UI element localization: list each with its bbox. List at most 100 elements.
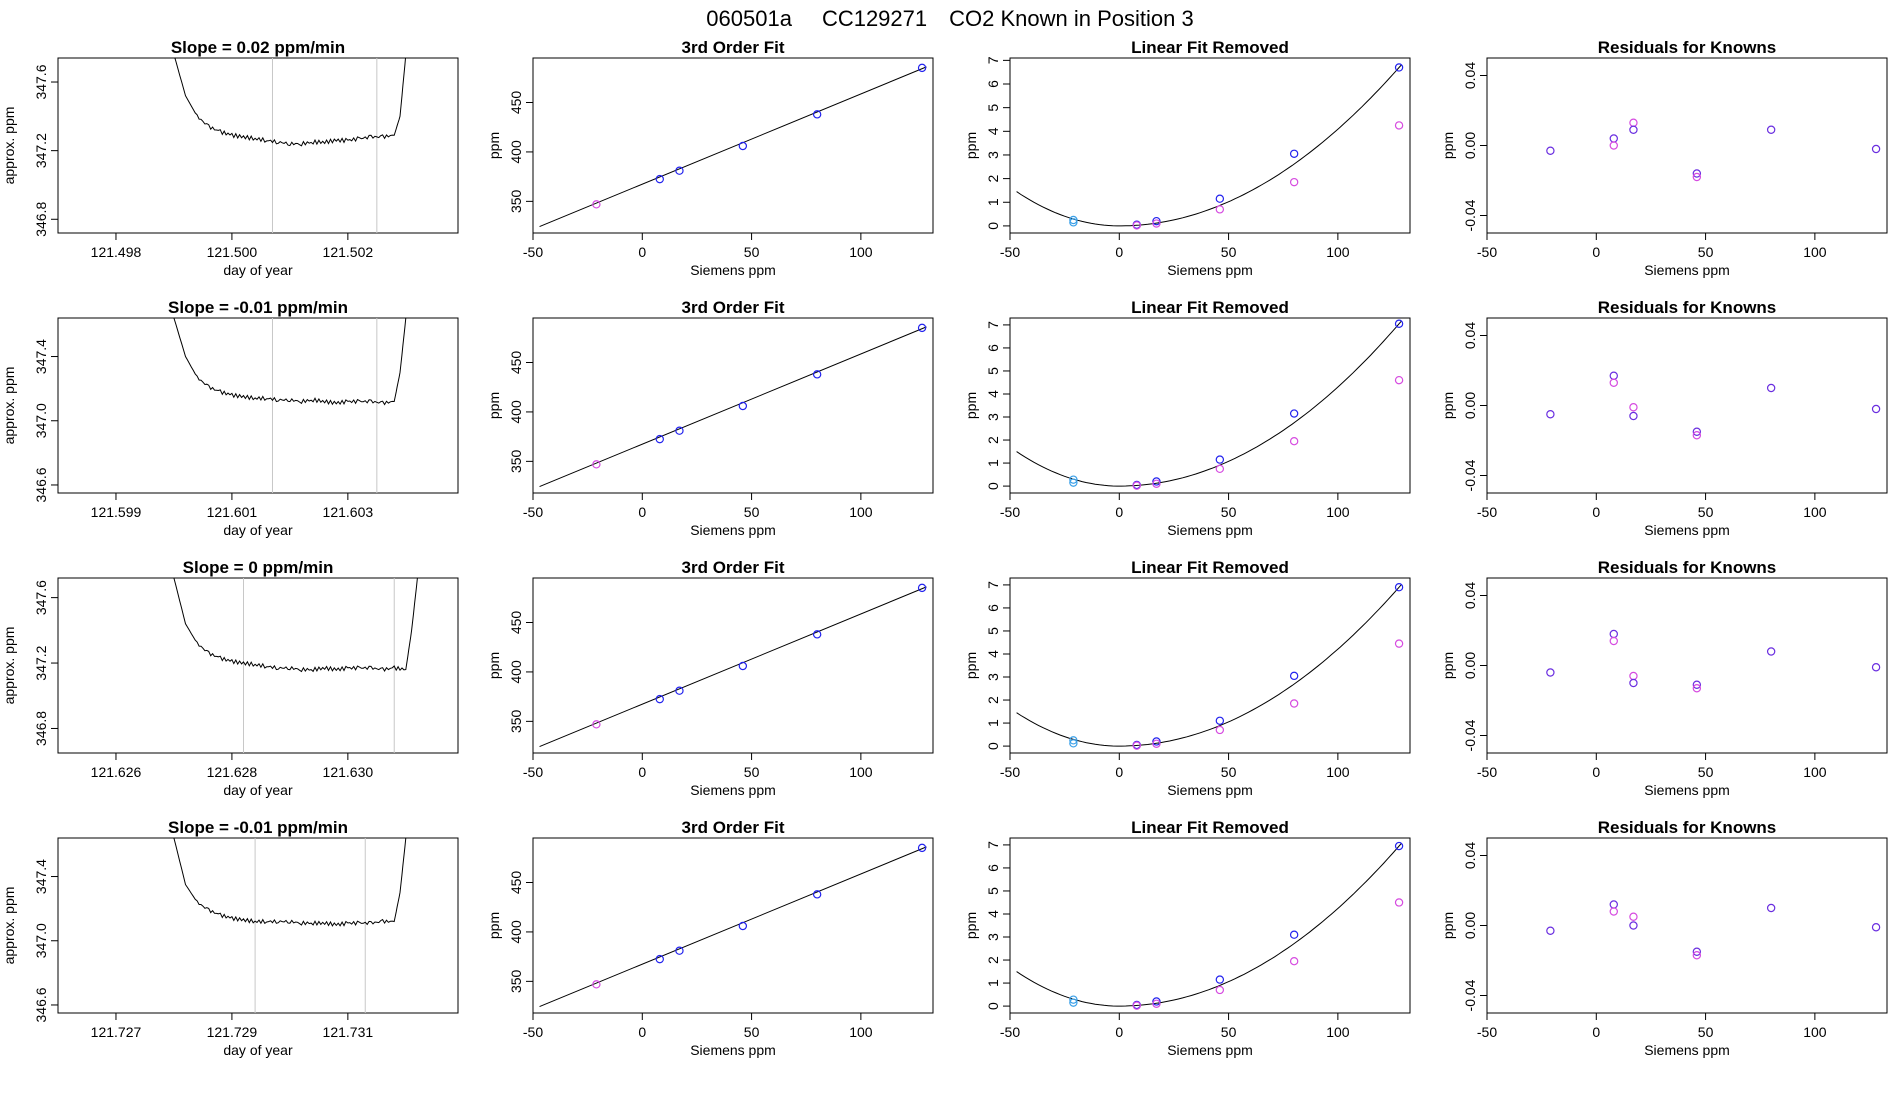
data-point bbox=[1394, 375, 1404, 385]
x-tick-label: 50 bbox=[1698, 764, 1714, 780]
x-tick-label: 100 bbox=[849, 504, 873, 520]
x-tick-label: 100 bbox=[1803, 1024, 1827, 1040]
panel-r2-c2: Linear Fit Removed -50 0 50 100 0 1 2 3 4 5 6 7 Sieme… bbox=[963, 558, 1411, 798]
data-point bbox=[1132, 741, 1141, 750]
data-point bbox=[1629, 671, 1638, 681]
data-point bbox=[1394, 319, 1404, 328]
panel-title: Slope = 0.02 ppm/min bbox=[171, 38, 345, 57]
panel-title: 3rd Order Fit bbox=[682, 38, 785, 57]
data-point bbox=[1394, 841, 1404, 851]
y-tick-label: 6 bbox=[985, 604, 1001, 612]
plot-frame bbox=[1486, 57, 1888, 234]
data-point bbox=[1132, 221, 1141, 230]
panel-title: 3rd Order Fit bbox=[682, 818, 785, 837]
data-point bbox=[675, 686, 684, 695]
data-point bbox=[917, 63, 927, 73]
data-point bbox=[1152, 479, 1161, 488]
x-tick-label: -50 bbox=[523, 1024, 543, 1040]
panel-r2-c1: 3rd Order Fit -50 0 50 100 350 400 450 Siemens p… bbox=[486, 558, 934, 798]
y-axis-label: ppm bbox=[486, 652, 502, 679]
sample-id: 060501a bbox=[706, 6, 792, 31]
data-point bbox=[655, 694, 664, 704]
x-tick-label: 0 bbox=[1592, 244, 1600, 260]
panel-r1-c1: 3rd Order Fit -50 0 50 100 350 400 450 Siemens p… bbox=[486, 298, 934, 538]
data-point bbox=[1629, 125, 1638, 134]
x-tick-label: 100 bbox=[1803, 764, 1827, 780]
x-tick-label: -50 bbox=[1477, 1024, 1497, 1040]
data-point bbox=[1766, 647, 1776, 656]
data-point bbox=[1609, 371, 1618, 380]
data-point bbox=[1692, 684, 1702, 693]
x-tick-label: 121.628 bbox=[207, 764, 258, 780]
data-point bbox=[1132, 481, 1141, 490]
panel-title: Slope = -0.01 ppm/min bbox=[168, 298, 348, 317]
y-tick-label: 4 bbox=[985, 390, 1001, 398]
data-point bbox=[1215, 455, 1225, 464]
y-tick-label: 0.04 bbox=[1462, 582, 1478, 609]
residual-fit-curve bbox=[1016, 320, 1402, 487]
x-tick-label: 121.502 bbox=[323, 244, 374, 260]
y-tick-label: 3 bbox=[985, 413, 1001, 421]
data-point bbox=[1152, 216, 1161, 226]
plot-frame bbox=[57, 837, 459, 1014]
x-tick-label: 0 bbox=[1592, 504, 1600, 520]
panel-grid: Slope = 0.02 ppm/min 121.498 121.500 121.50… bbox=[1, 38, 1888, 1058]
data-point bbox=[592, 980, 601, 989]
y-tick-label: 0 bbox=[985, 482, 1001, 490]
panel-r3-c2: Linear Fit Removed -50 0 50 100 0 1 2 3 4 5 6 7 Sieme… bbox=[963, 818, 1411, 1058]
y-axis-label: approx. ppm bbox=[1, 107, 17, 185]
plot-frame bbox=[532, 57, 934, 234]
data-point bbox=[655, 174, 664, 184]
y-axis-label: ppm bbox=[1440, 132, 1456, 159]
y-tick-label: 347.0 bbox=[33, 403, 49, 438]
y-tick-label: 4 bbox=[985, 127, 1001, 135]
x-tick-label: 0 bbox=[1115, 764, 1123, 780]
data-point bbox=[592, 720, 601, 729]
y-axis-label: approx. ppm bbox=[1, 887, 17, 965]
x-axis-label: Siemens ppm bbox=[1167, 522, 1253, 538]
data-point bbox=[1692, 951, 1702, 960]
data-point bbox=[1692, 431, 1702, 440]
y-tick-label: 400 bbox=[508, 920, 524, 944]
data-point bbox=[1692, 680, 1702, 689]
x-tick-label: 100 bbox=[1803, 504, 1827, 520]
y-tick-label: 4 bbox=[985, 650, 1001, 658]
y-tick-label: 0.00 bbox=[1462, 652, 1478, 679]
y-tick-label: 347.0 bbox=[33, 923, 49, 958]
x-axis-label: day of year bbox=[223, 782, 293, 798]
y-tick-label: 0.04 bbox=[1462, 322, 1478, 349]
data-point bbox=[1609, 907, 1618, 916]
panel-title: Linear Fit Removed bbox=[1131, 38, 1289, 57]
plot-area bbox=[539, 583, 927, 748]
measurement-trace bbox=[174, 58, 407, 147]
data-point bbox=[1629, 912, 1638, 921]
y-tick-label: 347.4 bbox=[33, 859, 49, 894]
x-axis-label: Siemens ppm bbox=[690, 522, 776, 538]
x-tick-label: 121.630 bbox=[323, 764, 374, 780]
x-axis-label: Siemens ppm bbox=[1644, 1042, 1730, 1058]
plot-frame bbox=[1486, 577, 1888, 754]
y-tick-label: 5 bbox=[985, 367, 1001, 375]
data-point bbox=[1871, 923, 1881, 932]
data-point bbox=[1289, 671, 1299, 681]
panel-r0-c1: 3rd Order Fit -50 0 50 100 350 400 450 Siemens p… bbox=[486, 38, 934, 278]
y-tick-label: -0.04 bbox=[1462, 979, 1478, 1011]
y-axis-label: ppm bbox=[1440, 652, 1456, 679]
x-tick-label: 50 bbox=[744, 1024, 760, 1040]
y-tick-label: 2 bbox=[985, 696, 1001, 704]
x-tick-label: -50 bbox=[523, 764, 543, 780]
x-tick-label: 100 bbox=[849, 1024, 873, 1040]
x-tick-label: 0 bbox=[1592, 764, 1600, 780]
data-point bbox=[1394, 583, 1404, 592]
data-point bbox=[1069, 736, 1078, 745]
panel-r2-c0: Slope = 0 ppm/min 121.626 121.628 121.630 34… bbox=[1, 558, 459, 798]
x-tick-label: 121.603 bbox=[323, 504, 374, 520]
data-point bbox=[812, 110, 822, 119]
title-position: CO2 Known in Position 3 bbox=[949, 6, 1194, 31]
data-point bbox=[1871, 663, 1881, 672]
data-point bbox=[1609, 134, 1618, 143]
data-point bbox=[1152, 999, 1161, 1008]
x-tick-label: 100 bbox=[1803, 244, 1827, 260]
y-tick-label: 1 bbox=[985, 198, 1001, 206]
data-point bbox=[1609, 378, 1618, 387]
